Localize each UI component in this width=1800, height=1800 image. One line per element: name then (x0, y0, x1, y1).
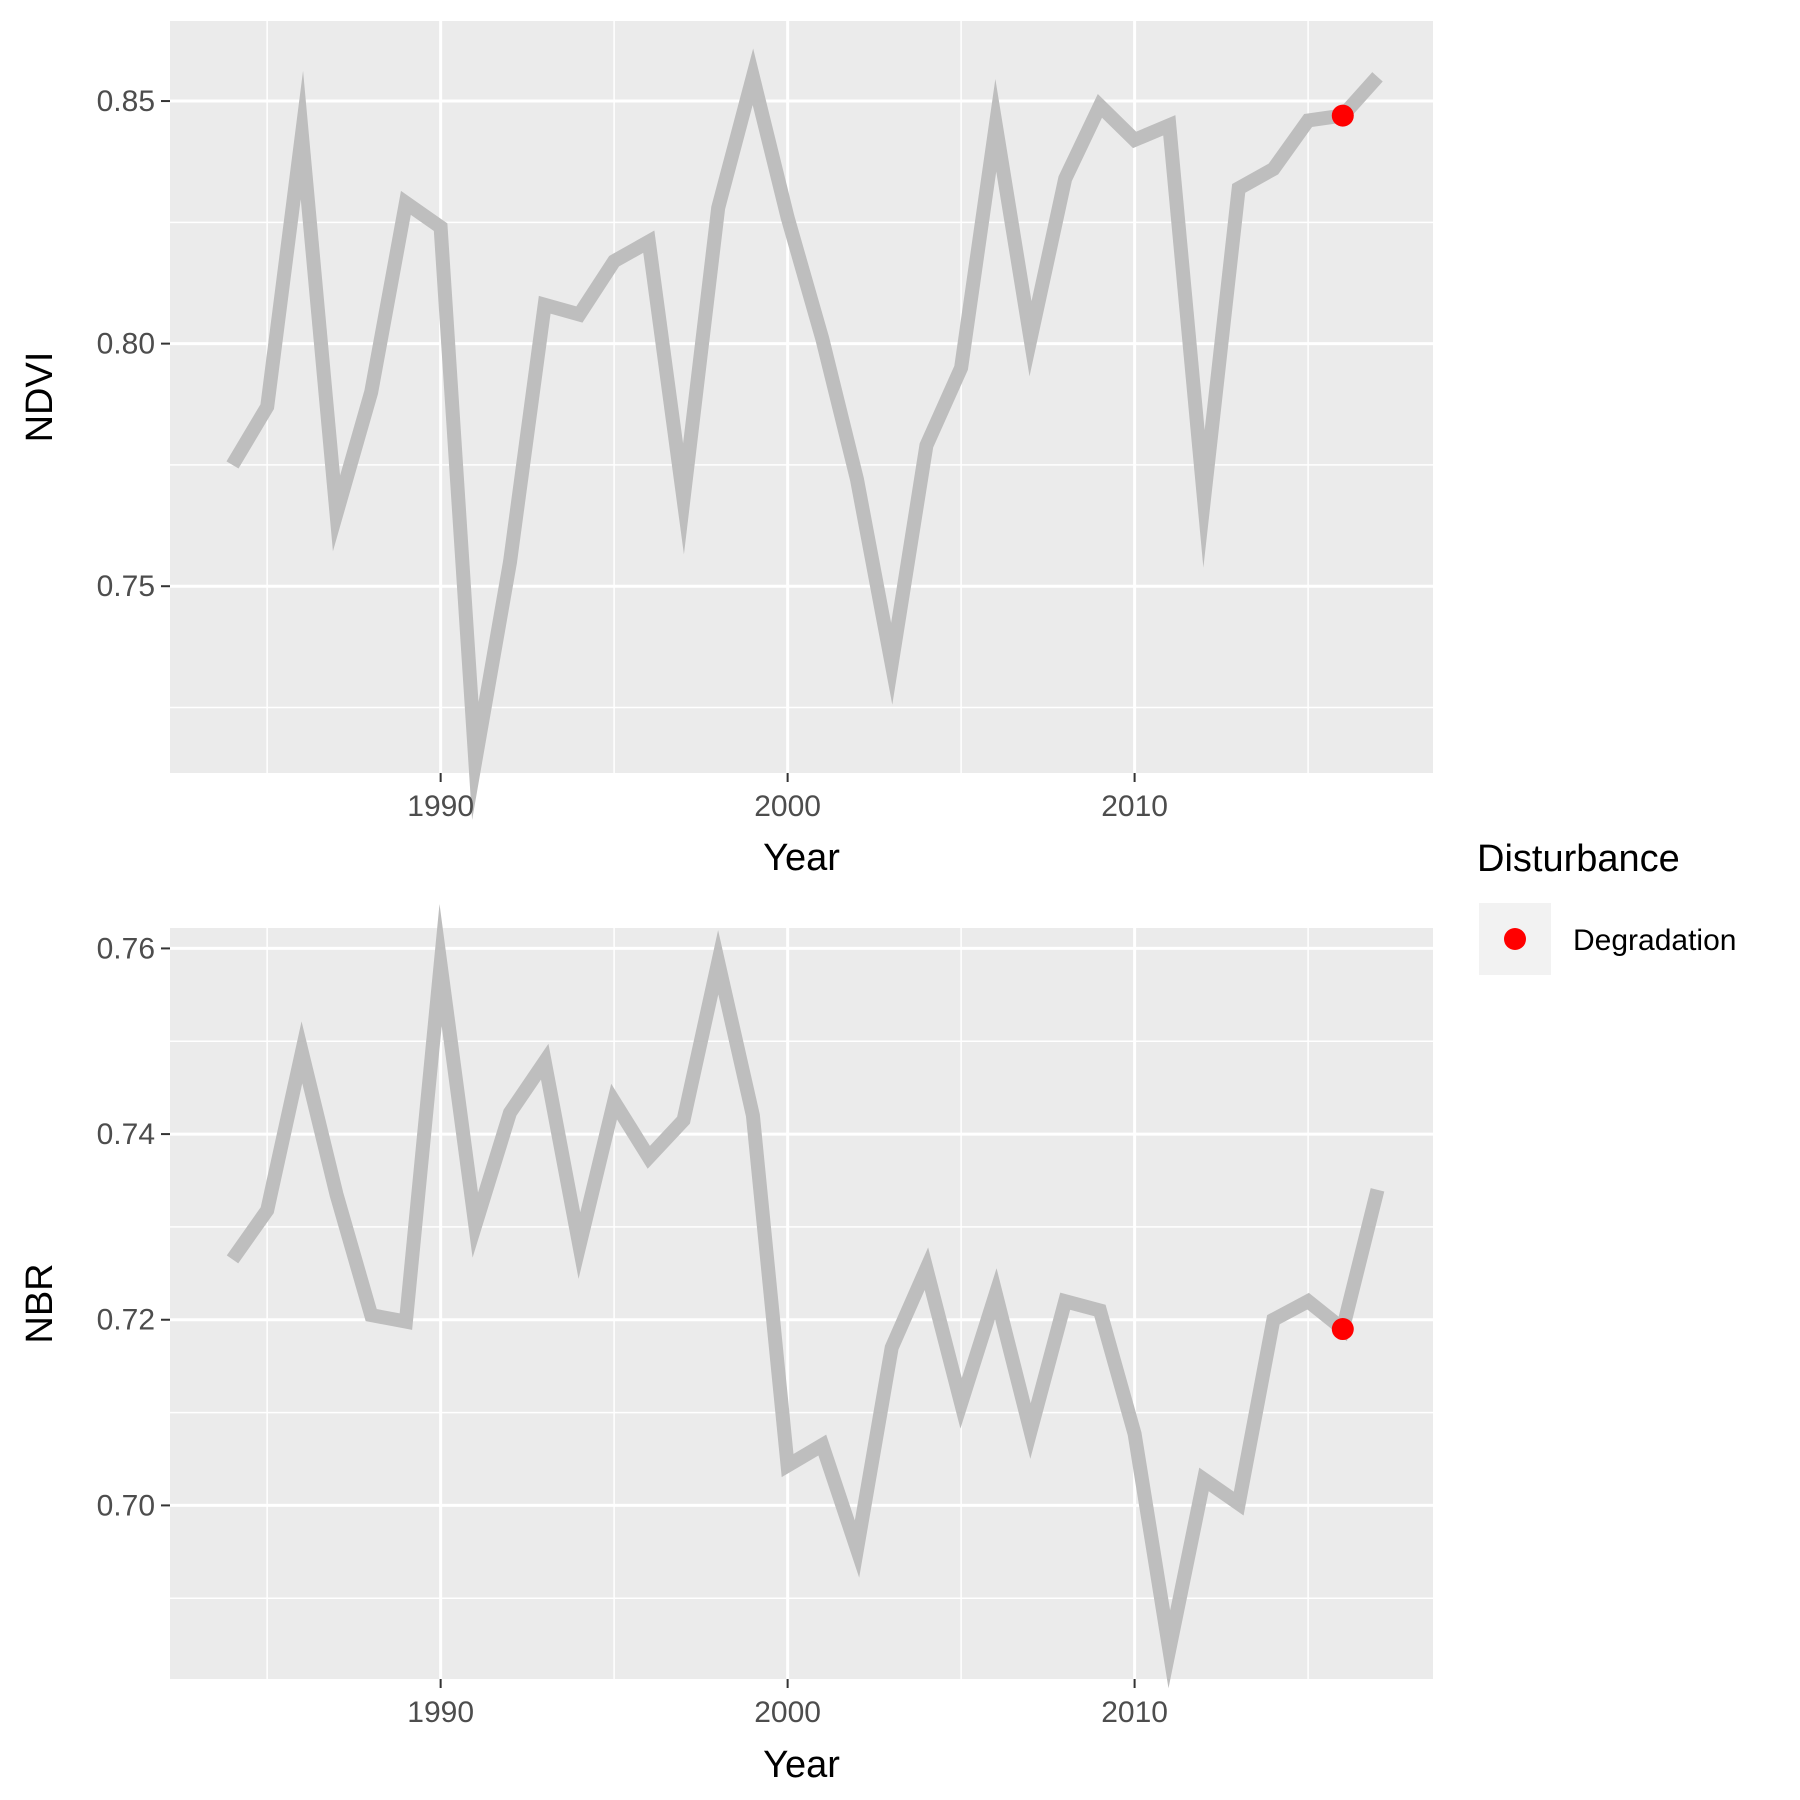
y-tick-label: 0.76 (97, 932, 155, 965)
nbr-panel-background (170, 928, 1433, 1679)
x-tick-label: 2000 (754, 1696, 821, 1729)
x-tick-label: 2010 (1101, 790, 1168, 823)
nbr-panel: 0.70 0.72 0.74 0.76 1990 2000 2010 Year NBR (19, 904, 1433, 1786)
x-tick-label: 2010 (1101, 1696, 1168, 1729)
y-tick-label: 0.85 (97, 85, 155, 118)
y-tick-label: 0.70 (97, 1489, 155, 1522)
y-tick-label: 0.75 (97, 570, 155, 603)
nbr-series-line (226, 904, 1385, 1689)
x-tick-label: 1990 (407, 790, 474, 823)
ndvi-x-axis-title: Year (763, 837, 840, 879)
ndvi-degradation-point (1331, 104, 1354, 127)
legend-title: Disturbance (1477, 838, 1680, 880)
ndvi-y-axis-title: NDVI (19, 352, 61, 443)
ndvi-panel: 0.75 0.80 0.85 1990 2000 2010 Year NDVI (19, 21, 1433, 879)
x-tick-label: 2000 (754, 790, 821, 823)
legend: Disturbance Degradation (1477, 838, 1736, 975)
legend-key-point (1504, 928, 1526, 950)
nbr-x-axis-title: Year (763, 1744, 840, 1786)
x-tick-label: 1990 (407, 1696, 474, 1729)
y-tick-label: 0.80 (97, 328, 155, 361)
ndvi-series-line (226, 48, 1383, 820)
legend-label: Degradation (1573, 924, 1736, 957)
y-tick-label: 0.72 (97, 1304, 155, 1337)
nbr-degradation-point (1331, 1318, 1354, 1341)
ndvi-panel-background (170, 21, 1433, 773)
nbr-y-axis-title: NBR (19, 1263, 61, 1343)
y-tick-label: 0.74 (97, 1118, 155, 1151)
